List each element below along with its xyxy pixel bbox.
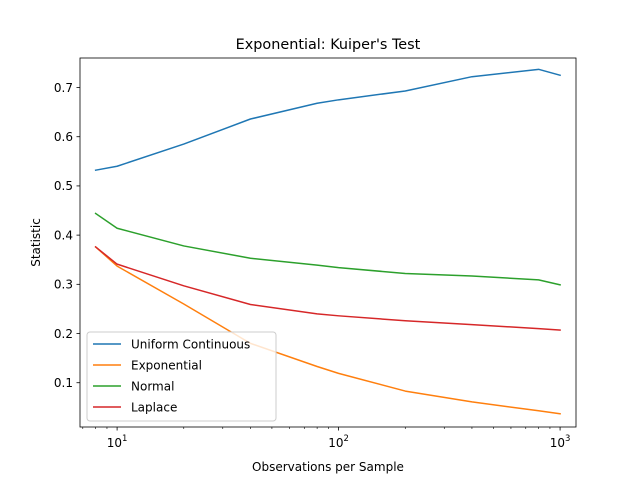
- series-line-1: [94, 245, 561, 415]
- series-line-3: [94, 245, 561, 331]
- series-line-2: [94, 212, 561, 286]
- series-line-0: [94, 68, 562, 172]
- x-tick-label-1: 102: [328, 434, 349, 450]
- chart-title: Exponential: Kuiper's Test: [236, 37, 421, 53]
- legend-box: [86, 331, 277, 422]
- y-tick-label-2: 0.3: [54, 278, 73, 292]
- legend: Uniform Continuous Exponential Normal Lapla…: [86, 331, 277, 422]
- y-tick-label-5: 0.6: [54, 130, 73, 144]
- y-tick-label-1: 0.2: [54, 327, 73, 341]
- x-axis-label: Observations per Sample: [252, 460, 404, 474]
- y-axis: 0.1 0.2 0.3 0.4 0.5 0.6 0.7: [54, 81, 80, 390]
- x-tick-label-2: 103: [550, 434, 571, 450]
- legend-label-1: Exponential: [131, 359, 202, 373]
- legend-label-0: Uniform Continuous: [131, 338, 250, 352]
- axes-frame: [79, 57, 577, 428]
- y-tick-label-4: 0.5: [54, 179, 73, 193]
- legend-label-3: Laplace: [131, 401, 177, 415]
- legend-label-2: Normal: [131, 380, 174, 394]
- x-tick-label-0: 101: [107, 434, 128, 450]
- plot-area: [94, 68, 562, 415]
- y-tick-label-3: 0.4: [54, 228, 73, 242]
- y-tick-label-6: 0.7: [54, 81, 73, 95]
- x-axis: 101 102 103: [82, 427, 571, 450]
- y-axis-label: Statistic: [29, 218, 43, 267]
- y-tick-label-0: 0.1: [54, 376, 73, 390]
